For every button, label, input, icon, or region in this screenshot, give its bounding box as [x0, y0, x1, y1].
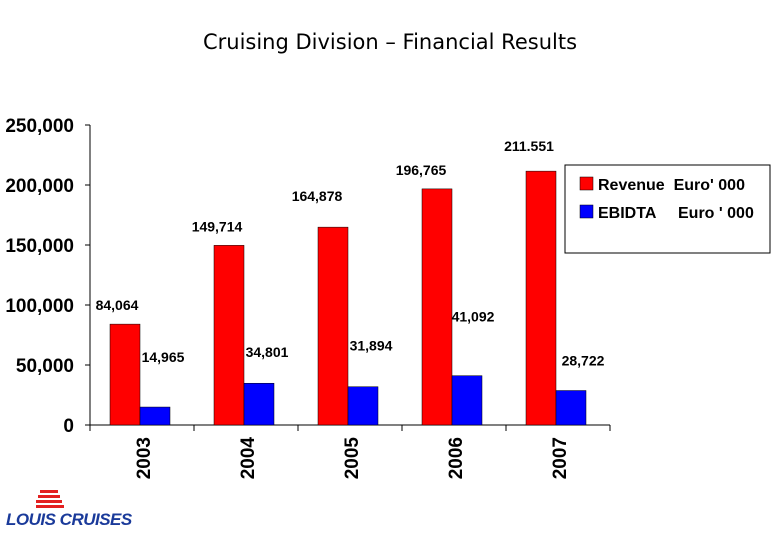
revenue-data-label: 149,714	[192, 218, 243, 234]
legend-swatch-ebidta	[579, 204, 594, 219]
ebidta-data-label: 34,801	[246, 344, 289, 360]
ebidta-bar	[243, 382, 275, 426]
ebidta-data-label: 41,092	[452, 309, 495, 325]
chart-title: Cruising Division – Financial Results	[202, 30, 578, 54]
revenue-bar	[421, 188, 453, 426]
x-category-label: 2006	[446, 437, 467, 479]
legend-swatch-revenue	[579, 176, 594, 191]
louis-cruises-logo: LOUIS CRUISES	[6, 488, 146, 534]
ebidta-bar	[139, 406, 171, 426]
x-category-label: 2005	[342, 437, 363, 480]
x-category-label: 2007	[550, 437, 571, 479]
revenue-bar	[109, 323, 141, 426]
revenue-bar	[525, 170, 557, 426]
y-tick-label: 0	[63, 416, 74, 437]
revenue-data-label: 84,064	[96, 297, 139, 313]
y-tick-label: 250,000	[5, 116, 74, 137]
legend-box	[564, 164, 771, 254]
ebidta-data-label: 31,894	[350, 338, 393, 354]
x-category-label: 2003	[134, 437, 155, 479]
ship-funnel-icon	[36, 490, 64, 508]
ebidta-bar	[347, 386, 379, 426]
y-tick-label: 50,000	[16, 356, 74, 377]
revenue-data-label: 211.551	[504, 138, 554, 154]
revenue-data-label: 164,878	[292, 188, 343, 204]
revenue-data-label: 196,765	[396, 162, 447, 178]
y-tick-label: 150,000	[5, 236, 74, 257]
ebidta-data-label: 14,965	[142, 349, 185, 365]
revenue-bar	[213, 245, 245, 426]
legend-label-ebidta: EBIDTA Euro ' 000	[598, 205, 754, 222]
revenue-bar	[317, 226, 349, 426]
y-tick-label: 100,000	[5, 296, 74, 317]
logo-text: LOUIS CRUISES	[6, 510, 132, 529]
ebidta-bar	[451, 375, 483, 426]
ebidta-data-label: 28,722	[562, 353, 605, 369]
y-tick-label: 200,000	[5, 176, 74, 197]
ebidta-bar	[555, 390, 587, 426]
legend-label-revenue: Revenue Euro' 000	[598, 177, 745, 194]
x-category-label: 2004	[238, 437, 259, 480]
